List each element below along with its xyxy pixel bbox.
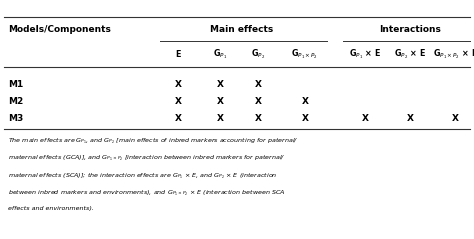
- Text: G$_{P_1}$: G$_{P_1}$: [213, 47, 227, 61]
- Text: M3: M3: [8, 114, 23, 123]
- Text: X: X: [407, 114, 413, 123]
- Text: X: X: [217, 80, 224, 88]
- Text: X: X: [174, 97, 182, 105]
- Text: Interactions: Interactions: [379, 25, 441, 33]
- Text: X: X: [255, 80, 262, 88]
- Text: G$_{P_1}$ × E: G$_{P_1}$ × E: [349, 47, 381, 61]
- Text: G$_{P_2}$: G$_{P_2}$: [251, 47, 265, 61]
- Text: between inbred markers and environments), and G$_{P_1 \times P_2}$ × E (interact: between inbred markers and environments)…: [8, 189, 286, 198]
- Text: X: X: [217, 97, 224, 105]
- Text: effects and environments).: effects and environments).: [8, 206, 94, 211]
- Text: E: E: [175, 49, 181, 59]
- Text: X: X: [174, 114, 182, 123]
- Text: M1: M1: [8, 80, 23, 88]
- Text: maternal effects (GCA)], and G$_{P_1 \times P_2}$ [interaction between inbred ma: maternal effects (GCA)], and G$_{P_1 \ti…: [8, 153, 286, 163]
- Text: X: X: [174, 80, 182, 88]
- Text: X: X: [362, 114, 368, 123]
- Text: Main effects: Main effects: [210, 25, 273, 33]
- Text: The main effects are G$_{P_1}$, and G$_{P_2}$ [main effects of inbred markers ac: The main effects are G$_{P_1}$, and G$_{…: [8, 136, 299, 146]
- Text: X: X: [255, 97, 262, 105]
- Text: G$_{P_2}$ × E: G$_{P_2}$ × E: [394, 47, 426, 61]
- Text: G$_{P_1\times P_2}$ × E: G$_{P_1\times P_2}$ × E: [432, 47, 474, 61]
- Text: X: X: [255, 114, 262, 123]
- Text: M2: M2: [8, 97, 23, 105]
- Text: X: X: [452, 114, 458, 123]
- Text: X: X: [301, 97, 309, 105]
- Text: Models/Components: Models/Components: [8, 25, 111, 33]
- Text: X: X: [217, 114, 224, 123]
- Text: X: X: [301, 114, 309, 123]
- Text: maternal effects (SCA)]; the interaction effects are G$_{P_1}$ × E, and G$_{P_2}: maternal effects (SCA)]; the interaction…: [8, 171, 278, 180]
- Text: G$_{P_1\times P_2}$: G$_{P_1\times P_2}$: [292, 47, 319, 61]
